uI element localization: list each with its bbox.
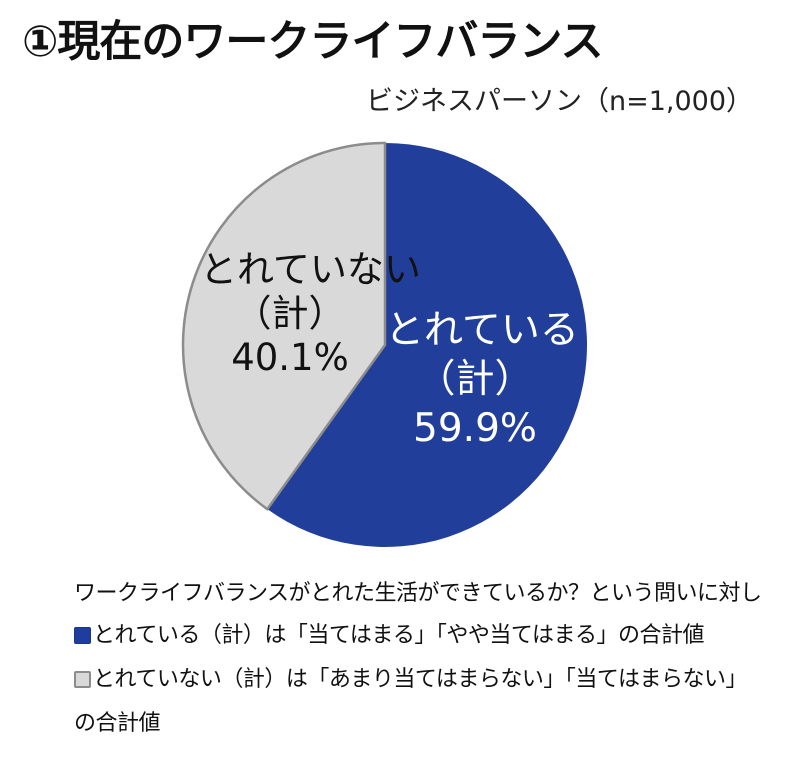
legend-text-yes: とれている（計）は「当てはまる」「やや当てはまる」の合計値 [93,623,704,648]
pie-label-yes-name: とれている [385,308,579,353]
legend-text-not: とれていない（計）は「あまり当てはまらない」「当てはまらない」 [93,667,747,692]
legend-item-not: とれていない（計）は「あまり当てはまらない」「当てはまらない」 [74,664,747,696]
pie-label-not-suffix: （計） [234,292,346,335]
pie-slice-yes [267,143,588,547]
question-note: ワークライフバランスがとれた生活ができているか？という問いに対し [74,581,762,606]
pie-slices [181,141,588,547]
legend-swatch-gray-icon [74,671,91,688]
legend-item-yes: とれている（計）は「当てはまる」「やや当てはまる」の合計値 [74,620,704,652]
legend-swatch-blue-icon [74,627,91,644]
legend-item-not-continued: の合計値 [74,711,161,736]
pie-label-yes-suffix: （計） [416,357,534,402]
pie-label-not: とれていない （計） 40.1% [200,248,421,380]
pie-label-not-value: 40.1% [231,336,349,379]
pie-label-not-name: とれていない [200,248,421,291]
pie-label-yes: とれている （計） 59.9% [385,306,579,453]
sample-size-label: ビジネスパーソン（n=1,000） [366,86,754,117]
pie-label-yes-value: 59.9% [413,406,537,451]
chart-title: ①現在のワークライフバランス [22,17,604,67]
pie-slice-not [181,141,387,511]
